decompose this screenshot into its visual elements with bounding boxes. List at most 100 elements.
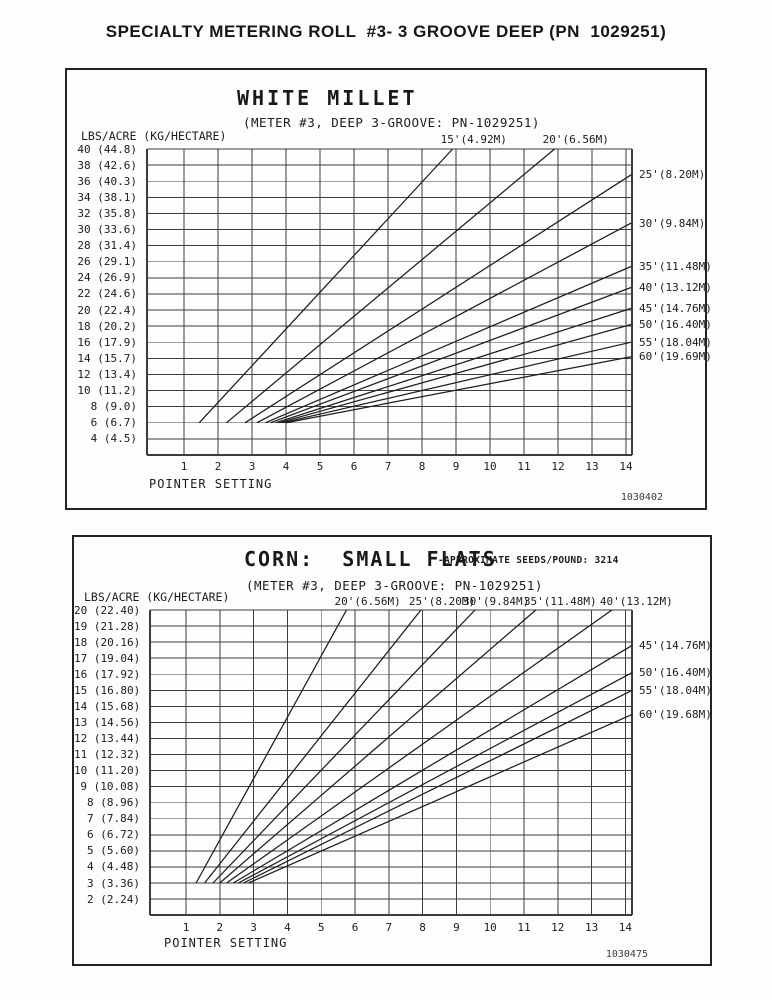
gridlines bbox=[146, 148, 633, 456]
series-lines bbox=[198, 148, 632, 424]
series-line bbox=[243, 689, 633, 884]
chart-canvas bbox=[149, 609, 633, 916]
y-axis-unit-label: LBS/ACRE (KG/HECTARE) bbox=[84, 590, 230, 604]
x-axis-tick-label: 13 bbox=[585, 460, 599, 473]
series-label: 25'(8.20M) bbox=[408, 595, 476, 608]
x-axis-tick-label: 4 bbox=[284, 921, 291, 934]
x-axis-tick-label: 4 bbox=[282, 460, 290, 473]
x-axis-label: POINTER SETTING bbox=[149, 477, 273, 491]
series-label: 45'(14.76M) bbox=[639, 638, 712, 652]
y-axis-tick-label: 8 (8.96) bbox=[87, 796, 140, 810]
series-label: 35'(11.48M) bbox=[523, 595, 597, 608]
x-axis-tick-label: 2 bbox=[214, 460, 222, 473]
y-axis-tick-label: 20 (22.4) bbox=[77, 303, 137, 317]
plot-area: 40 (44.8) 38 (42.6) 36 (40.3) 34 (38.1) 32 (… bbox=[67, 70, 711, 508]
chart-subtitle: (METER #3, DEEP 3-GROOVE: PN-1029251) bbox=[246, 578, 543, 593]
series-line bbox=[282, 341, 632, 424]
series-label: 45'(14.76M) bbox=[639, 301, 712, 315]
series-label: 15'(4.92M) bbox=[440, 133, 507, 146]
y-axis-tick-label: 9 (10.08) bbox=[80, 780, 140, 794]
series-label: 30'(9.84M) bbox=[639, 216, 706, 230]
y-axis-tick-label: 11 (12.32) bbox=[74, 748, 141, 762]
chart-title: CORN: SMALL FLATS bbox=[244, 547, 497, 571]
x-axis-tick-label: 6 bbox=[350, 460, 358, 473]
y-axis-tick-label: 6 (6.7) bbox=[90, 416, 137, 430]
page-title: SPECIALTY METERING ROLL #3- 3 GROOVE DEE… bbox=[105, 22, 667, 41]
series-line bbox=[256, 222, 632, 424]
seeds-per-pound-note: -APPROXIMATE SEEDS/POUND: 3214 bbox=[438, 555, 619, 566]
x-axis-tick-label: 3 bbox=[248, 460, 256, 473]
y-axis-tick-label: 14 (15.68) bbox=[74, 699, 141, 713]
series-line bbox=[265, 265, 632, 424]
y-axis-unit-label: LBS/ACRE (KG/HECTARE) bbox=[81, 129, 227, 143]
y-axis-tick-label: 24 (26.9) bbox=[77, 271, 137, 285]
y-axis-tick-label: 36 (40.3) bbox=[77, 174, 137, 188]
y-axis-tick-label: 26 (29.1) bbox=[77, 255, 137, 269]
x-axis-tick-label: 11 bbox=[517, 921, 531, 934]
series-line bbox=[238, 672, 633, 884]
y-axis-tick-label: 4 (4.48) bbox=[87, 860, 140, 874]
gridlines bbox=[149, 609, 633, 916]
y-axis-tick-label: 19 (21.28) bbox=[74, 619, 141, 633]
y-axis-tick-label: 5 (5.60) bbox=[87, 844, 140, 858]
y-axis-tick-label: 3 (3.36) bbox=[87, 876, 140, 890]
y-axis-tick-label: 18 (20.16) bbox=[74, 635, 141, 649]
series-line bbox=[285, 356, 632, 424]
series-line bbox=[226, 148, 556, 424]
x-axis-tick-label: 9 bbox=[452, 460, 460, 473]
series-label: 50'(16.40M) bbox=[639, 666, 712, 680]
chart-subtitle: (METER #3, DEEP 3-GROOVE: PN-1029251) bbox=[243, 115, 540, 130]
x-axis-tick-label: 2 bbox=[216, 921, 224, 934]
white-millet-chart: WHITE MILLET (METER #3, DEEP 3-GROOVE: P… bbox=[65, 68, 712, 510]
series-line bbox=[279, 323, 632, 424]
x-axis-tick-label: 3 bbox=[250, 921, 257, 934]
series-label: 50'(16.40M) bbox=[639, 317, 712, 331]
series-label: 30'(9.84M) bbox=[462, 595, 530, 608]
corn-small-flats-chart: CORN: SMALL FLATS -APPROXIMATE SEEDS/POU… bbox=[72, 535, 712, 966]
x-axis-label: POINTER SETTING bbox=[164, 936, 288, 950]
y-axis-tick-label: 7 (7.84) bbox=[87, 812, 140, 826]
series-line bbox=[275, 307, 632, 424]
x-axis-tick-label: 7 bbox=[385, 921, 393, 934]
y-axis-tick-label: 18 (20.2) bbox=[77, 319, 137, 333]
y-axis-tick-label: 10 (11.20) bbox=[74, 764, 141, 778]
x-axis-tick-label: 10 bbox=[483, 921, 497, 934]
series-label: 40'(13.12M) bbox=[599, 595, 673, 608]
series-line bbox=[204, 609, 422, 884]
series-label: 55'(18.04M) bbox=[639, 335, 712, 349]
y-axis-tick-label: 2 (2.24) bbox=[87, 892, 140, 906]
series-label: 60'(19.69M) bbox=[639, 350, 712, 364]
x-axis-tick-label: 5 bbox=[317, 921, 325, 934]
series-label: 55'(18.04M) bbox=[639, 683, 712, 697]
y-axis-tick-label: 34 (38.1) bbox=[77, 190, 137, 204]
x-axis-tick-label: 10 bbox=[483, 460, 497, 473]
x-axis-tick-label: 14 bbox=[618, 921, 633, 934]
x-axis-tick-label: 14 bbox=[619, 460, 633, 473]
y-axis-tick-label: 28 (31.4) bbox=[77, 239, 137, 253]
x-axis-tick-label: 1 bbox=[180, 460, 188, 473]
series-line bbox=[244, 174, 632, 424]
y-axis-tick-label: 8 (9.0) bbox=[90, 400, 137, 414]
series-line bbox=[198, 148, 454, 424]
series-line bbox=[195, 609, 348, 884]
series-label: 25'(8.20M) bbox=[639, 168, 706, 182]
y-axis-tick-label: 6 (6.72) bbox=[87, 828, 140, 842]
x-axis-tick-label: 8 bbox=[418, 460, 426, 473]
series-line bbox=[212, 609, 476, 884]
x-axis-tick-label: 12 bbox=[551, 921, 565, 934]
y-axis-tick-label: 17 (19.04) bbox=[74, 651, 141, 665]
y-axis-tick-label: 32 (35.8) bbox=[77, 206, 137, 220]
series-line bbox=[226, 609, 613, 884]
x-axis-tick-label: 1 bbox=[182, 921, 190, 934]
series-label: 40'(13.12M) bbox=[639, 280, 712, 294]
chart-canvas bbox=[146, 148, 633, 456]
figure-code: 1030402 bbox=[620, 492, 663, 503]
y-axis-tick-label: 40 (44.8) bbox=[77, 142, 137, 156]
y-axis-tick-label: 12 (13.4) bbox=[77, 367, 137, 381]
x-axis-tick-label: 13 bbox=[584, 921, 599, 934]
series-label: 60'(19.68M) bbox=[639, 707, 712, 721]
x-axis-tick-label: 12 bbox=[551, 460, 565, 473]
y-axis-tick-label: 14 (15.7) bbox=[77, 351, 137, 365]
x-axis-tick-label: 11 bbox=[517, 460, 531, 473]
